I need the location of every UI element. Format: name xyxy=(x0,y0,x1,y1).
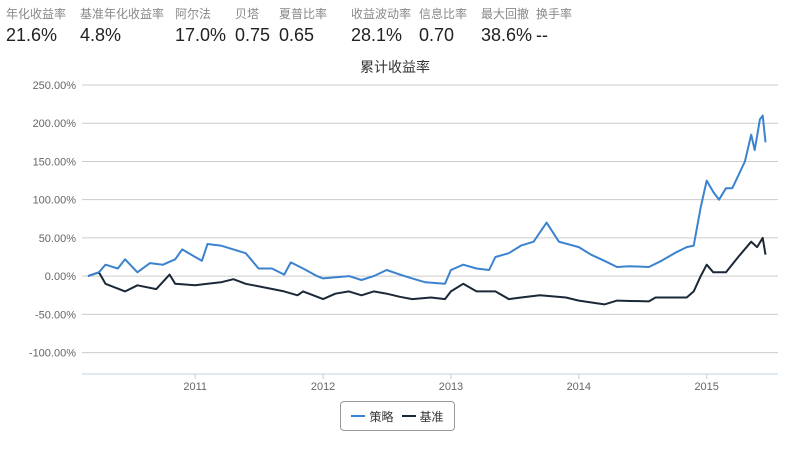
stat-value: 28.1% xyxy=(351,25,403,45)
y-tick-label: -50.00% xyxy=(35,309,76,321)
legend-swatch xyxy=(351,415,366,417)
stat-value: 4.8% xyxy=(80,25,122,45)
x-tick-label: 2012 xyxy=(311,381,335,393)
stat-value: -- xyxy=(536,25,548,45)
stat-value: 38.6% xyxy=(481,25,533,45)
series-line-benchmark xyxy=(87,236,767,306)
stat-label: 信息比率 xyxy=(419,7,468,21)
x-tick-label: 2011 xyxy=(183,381,207,393)
chart-title: 累计收益率 xyxy=(360,59,430,75)
x-tick-label: 2015 xyxy=(694,381,718,393)
stat-item: 阿尔法 17.0% xyxy=(175,4,235,46)
stat-label: 换手率 xyxy=(536,7,573,21)
legend-label: 基准 xyxy=(419,409,444,424)
x-tick-label: 2013 xyxy=(439,381,463,393)
stat-label: 最大回撤 xyxy=(481,7,530,21)
y-tick-label: -100.00% xyxy=(29,348,76,360)
legend-swatch xyxy=(401,415,416,417)
stat-item: 信息比率 0.70 xyxy=(419,4,481,46)
series-line-strategy xyxy=(87,114,767,285)
y-tick-label: 100.00% xyxy=(33,195,77,207)
y-tick-label: 200.00% xyxy=(33,118,77,130)
stat-label: 年化收益率 xyxy=(6,7,67,21)
stat-value: 0.75 xyxy=(235,25,271,45)
legend-label: 策略 xyxy=(369,409,394,424)
stat-value: 0.65 xyxy=(279,25,315,45)
y-tick-label: 250.00% xyxy=(33,80,77,92)
stat-value: 0.70 xyxy=(419,25,455,45)
stat-item: 换手率 -- xyxy=(536,4,586,46)
stat-item: 夏普比率 0.65 xyxy=(279,4,351,46)
legend-item[interactable]: 基准 xyxy=(401,408,444,425)
stat-item: 贝塔 0.75 xyxy=(235,4,279,46)
legend: 策略 基准 xyxy=(340,401,455,431)
stat-item: 收益波动率 28.1% xyxy=(351,4,419,46)
stat-value: 17.0% xyxy=(175,25,227,45)
y-tick-label: 150.00% xyxy=(33,156,77,168)
stat-label: 收益波动率 xyxy=(351,7,412,21)
stat-item: 年化收益率 21.6% xyxy=(6,4,80,46)
stat-label: 阿尔法 xyxy=(175,7,212,21)
x-tick-label: 2014 xyxy=(567,381,591,393)
stat-label: 基准年化收益率 xyxy=(80,7,165,21)
stat-item: 基准年化收益率 4.8% xyxy=(80,4,175,46)
legend-item[interactable]: 策略 xyxy=(351,408,394,425)
y-tick-label: 50.00% xyxy=(39,233,77,245)
stat-label: 夏普比率 xyxy=(279,7,328,21)
stat-value: 21.6% xyxy=(6,25,58,45)
stat-label: 贝塔 xyxy=(235,7,260,21)
y-tick-label: 0.00% xyxy=(45,271,76,283)
stats-bar: 年化收益率 21.6% 基准年化收益率 4.8% 阿尔法 17.0% 贝塔 0.75 夏普比率 0… xyxy=(6,4,586,46)
stat-item: 最大回撤 38.6% xyxy=(481,4,536,46)
